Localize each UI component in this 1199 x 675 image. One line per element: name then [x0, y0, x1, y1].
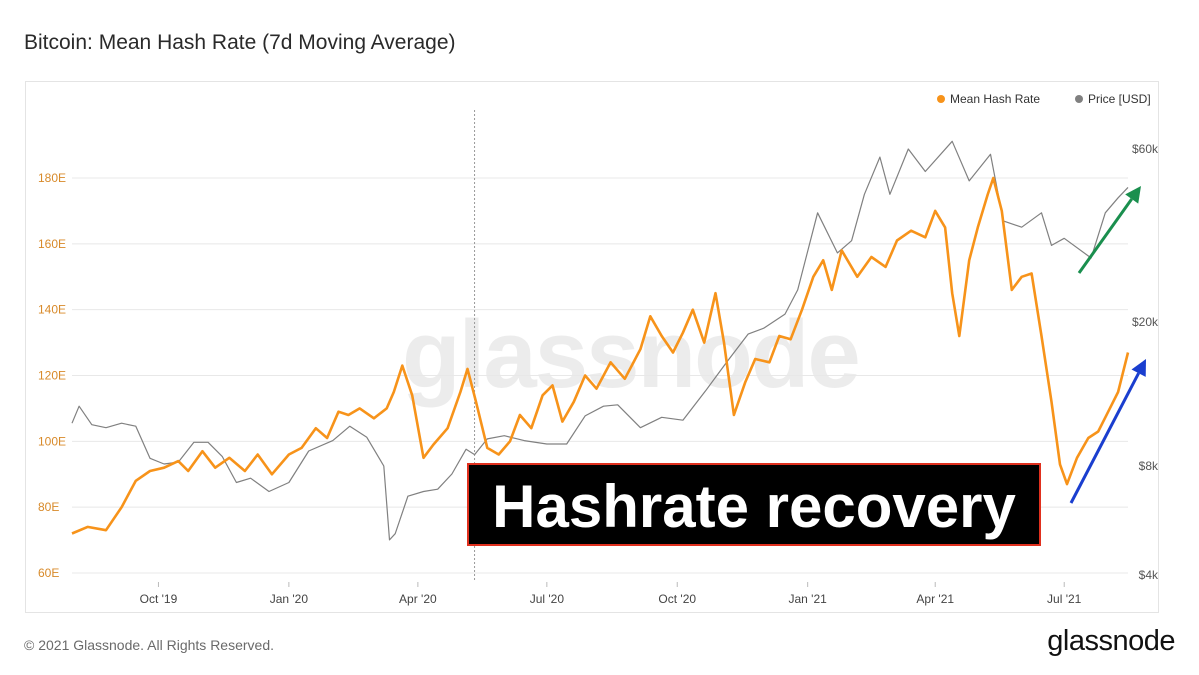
x-tick-label: Oct '20 — [658, 592, 696, 606]
chart-frame — [25, 81, 1159, 613]
y-left-tick-label: 100E — [38, 434, 66, 448]
y-left-tick-label: 60E — [38, 566, 59, 580]
y-left-tick-label: 120E — [38, 369, 66, 383]
y-right-tick-label: $60k — [1132, 142, 1159, 156]
price-series-line — [71, 140, 1129, 541]
glassnode-logo: glassnode — [1047, 625, 1175, 657]
hash-rate-series-line — [71, 176, 1130, 535]
y-left-tick-label: 140E — [38, 303, 66, 317]
hashrate-arrow-shaft — [1069, 372, 1140, 504]
x-tick-label: Apr '20 — [399, 592, 437, 606]
copyright-text: © 2021 Glassnode. All Rights Reserved. — [24, 637, 275, 653]
y-right-tick-label: $4k — [1139, 568, 1159, 582]
x-tick-label: Jan '20 — [270, 592, 309, 606]
x-tick-label: Jul '21 — [1047, 592, 1082, 606]
y-left-tick-label: 180E — [38, 171, 66, 185]
x-tick-label: Jul '20 — [530, 592, 565, 606]
x-tick-label: Oct '19 — [140, 592, 178, 606]
hashrate-arrow-head — [1131, 359, 1146, 377]
legend-label-hash-rate: Mean Hash Rate — [950, 92, 1040, 106]
legend-label-price: Price [USD] — [1088, 92, 1151, 106]
y-right-tick-label: $8k — [1139, 459, 1159, 473]
price-arrow-head — [1125, 186, 1141, 204]
x-tick-label: Jan '21 — [788, 592, 827, 606]
y-left-tick-label: 80E — [38, 500, 59, 514]
legend-dot-price — [1075, 95, 1083, 103]
watermark: glassnode — [402, 301, 861, 408]
y-left-tick-label: 160E — [38, 237, 66, 251]
hashrate-recovery-callout: Hashrate recovery — [467, 463, 1041, 546]
y-right-tick-label: $20k — [1132, 315, 1159, 329]
chart-title: Bitcoin: Mean Hash Rate (7d Moving Avera… — [24, 31, 456, 54]
x-tick-label: Apr '21 — [916, 592, 954, 606]
price-arrow-shaft — [1077, 198, 1133, 274]
legend-dot-hash-rate — [937, 95, 945, 103]
